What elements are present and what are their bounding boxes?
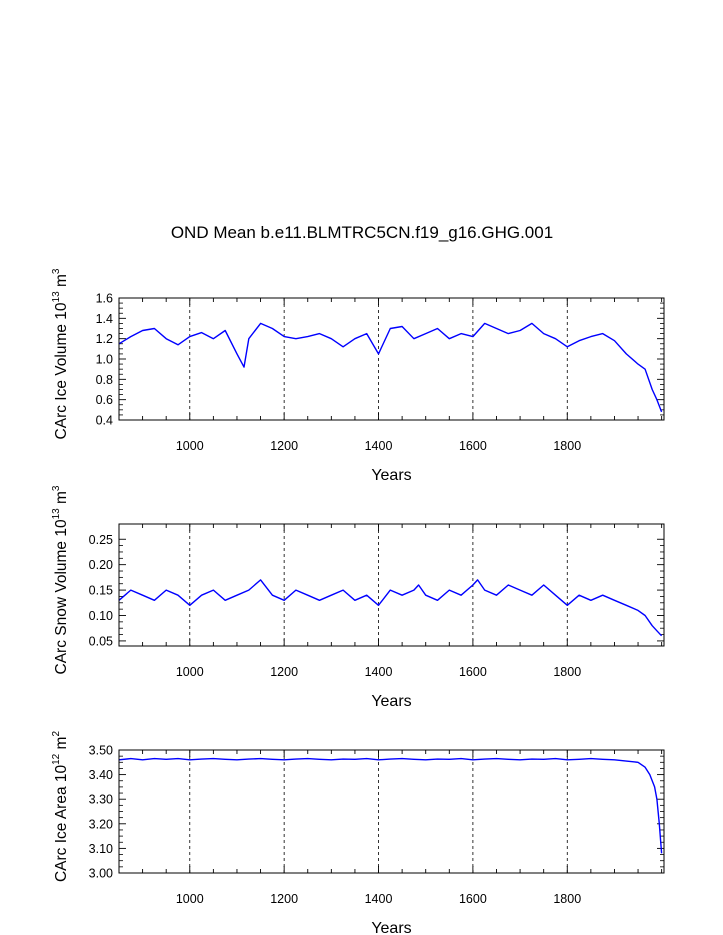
ice-volume-x-axis-label: Years xyxy=(371,467,411,484)
ice-area-ytick-label-0: 3.00 xyxy=(89,867,113,881)
ice-volume-ytick-label-1: 0.6 xyxy=(96,393,113,407)
snow-volume-series-line xyxy=(118,579,663,637)
snow-volume-ytick-label-4: 0.25 xyxy=(89,533,113,547)
ice-volume-ytick-label-5: 1.4 xyxy=(96,312,113,326)
ice-area-ytick-label-1: 3.10 xyxy=(89,842,113,856)
ice-area-series-line xyxy=(118,757,663,854)
ice-area-xtick-label-0: 1000 xyxy=(176,892,204,906)
ice-area-xtick-label-2: 1400 xyxy=(365,892,393,906)
ice-volume-y-axis-label-unit-exp: 3 xyxy=(51,268,62,274)
snow-volume-xtick-label-1: 1200 xyxy=(270,665,298,679)
snow-volume-xtick-label-0: 1000 xyxy=(176,665,204,679)
ice-volume-ytick-label-4: 1.2 xyxy=(96,332,113,346)
ice-volume-plot-frame xyxy=(118,297,665,421)
ice-area-y-axis-label-exp: 12 xyxy=(51,753,62,765)
ice-volume-xtick-label-1: 1200 xyxy=(270,439,298,453)
ice-volume-xtick-label-3: 1600 xyxy=(459,439,487,453)
ice-volume-xtick-label-2: 1400 xyxy=(365,439,393,453)
figure-title: OND Mean b.e11.BLMTRC5CN.f19_g16.GHG.001 xyxy=(171,223,553,242)
ice-area-x-axis-label: Years xyxy=(371,920,411,935)
snow-volume-y-axis-label-unit-exp: 3 xyxy=(51,485,62,491)
snow-volume-y-axis-label: CArc Snow Volume 1013 m3 xyxy=(51,485,70,674)
snow-volume-plot-frame xyxy=(118,523,665,647)
snow-volume-ytick-label-0: 0.05 xyxy=(89,634,113,648)
ice-volume-y-axis-label-unit: m xyxy=(53,274,70,291)
ice-volume-ytick-label-0: 0.4 xyxy=(96,414,113,428)
snow-volume-xtick-label-4: 1800 xyxy=(553,665,581,679)
snow-volume-y-axis-label-exp: 13 xyxy=(51,508,62,520)
ice-volume-ytick-label-3: 1.0 xyxy=(96,353,113,367)
ice-volume-xtick-label-4: 1800 xyxy=(553,439,581,453)
ice-area-y-axis-label-unit-exp: 2 xyxy=(51,731,62,737)
ice-volume-ytick-label-2: 0.8 xyxy=(96,373,113,387)
ice-area-ytick-label-4: 3.40 xyxy=(89,768,113,782)
ice-volume-series-line xyxy=(118,322,663,413)
snow-volume-ytick-label-3: 0.20 xyxy=(89,558,113,572)
ice-area-ytick-label-5: 3.50 xyxy=(89,744,113,758)
ice-volume-ytick-label-6: 1.6 xyxy=(96,292,113,306)
snow-volume-x-axis-label: Years xyxy=(371,693,411,710)
ice-area-xtick-label-1: 1200 xyxy=(270,892,298,906)
ice-area-xtick-label-4: 1800 xyxy=(553,892,581,906)
ice-area-y-axis-label-unit: m xyxy=(53,737,70,754)
ice-volume-panel: 0.4 0.6 0.8 1.0 1.2 1.4 1.6 1000 1200 1400 1600 180… xyxy=(51,268,665,484)
snow-volume-panel: 0.05 0.10 0.15 0.20 0.25 1000 1200 1400 1600 1800… xyxy=(51,485,665,710)
snow-volume-xtick-label-2: 1400 xyxy=(365,665,393,679)
ice-area-ytick-label-2: 3.20 xyxy=(89,817,113,831)
snow-volume-ytick-label-2: 0.15 xyxy=(89,584,113,598)
ice-volume-y-axis-label-prefix: CArc Ice Volume 10 xyxy=(53,302,70,439)
ice-area-ytick-label-3: 3.30 xyxy=(89,793,113,807)
snow-volume-xtick-label-3: 1600 xyxy=(459,665,487,679)
snow-volume-ytick-label-1: 0.10 xyxy=(89,609,113,623)
ice-area-y-axis-label-prefix: CArc Ice Area 10 xyxy=(53,764,70,882)
ice-volume-y-axis-label-exp: 13 xyxy=(51,291,62,303)
snow-volume-y-axis-label-unit: m xyxy=(53,491,70,508)
ice-volume-xtick-label-0: 1000 xyxy=(176,439,204,453)
ice-area-y-axis-label: CArc Ice Area 1012 m2 xyxy=(51,731,70,883)
snow-volume-y-axis-label-prefix: CArc Snow Volume 10 xyxy=(53,519,70,674)
ice-area-plot-frame xyxy=(118,749,665,874)
ice-area-panel: 3.00 3.10 3.20 3.30 3.40 3.50 1000 1200 1400 1600… xyxy=(51,731,665,935)
ice-area-xtick-label-3: 1600 xyxy=(459,892,487,906)
ice-volume-y-axis-label: CArc Ice Volume 1013 m3 xyxy=(51,268,70,439)
